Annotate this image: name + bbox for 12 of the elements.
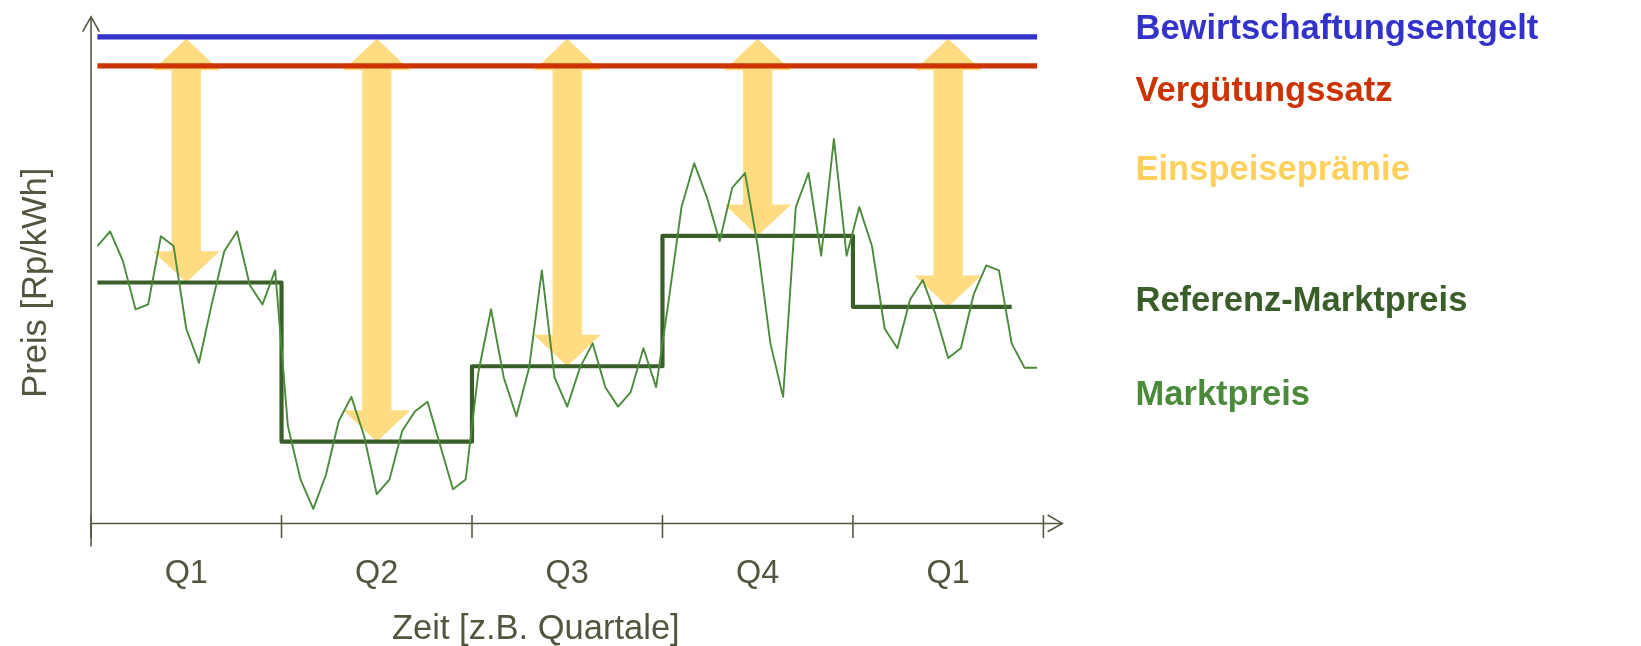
x-tick-label: Q3 bbox=[545, 554, 589, 591]
y-axis-title: Preis [Rp/kWh] bbox=[15, 167, 54, 398]
x-tick-label: Q1 bbox=[164, 554, 208, 591]
x-tick-label: Q2 bbox=[355, 554, 399, 591]
x-axis-title: Zeit [z.B. Quartale] bbox=[391, 607, 680, 646]
x-tick-label: Q4 bbox=[736, 554, 780, 591]
text: Einspeiseprämie bbox=[1135, 148, 1410, 187]
text: Marktpreis bbox=[1135, 373, 1311, 412]
text: Vergütungssatz bbox=[1135, 70, 1393, 109]
text: Referenz-Marktpreis bbox=[1135, 279, 1468, 318]
x-tick-label: Q1 bbox=[926, 554, 970, 591]
text: Bewirtschaftungsentgelt bbox=[1135, 7, 1539, 46]
